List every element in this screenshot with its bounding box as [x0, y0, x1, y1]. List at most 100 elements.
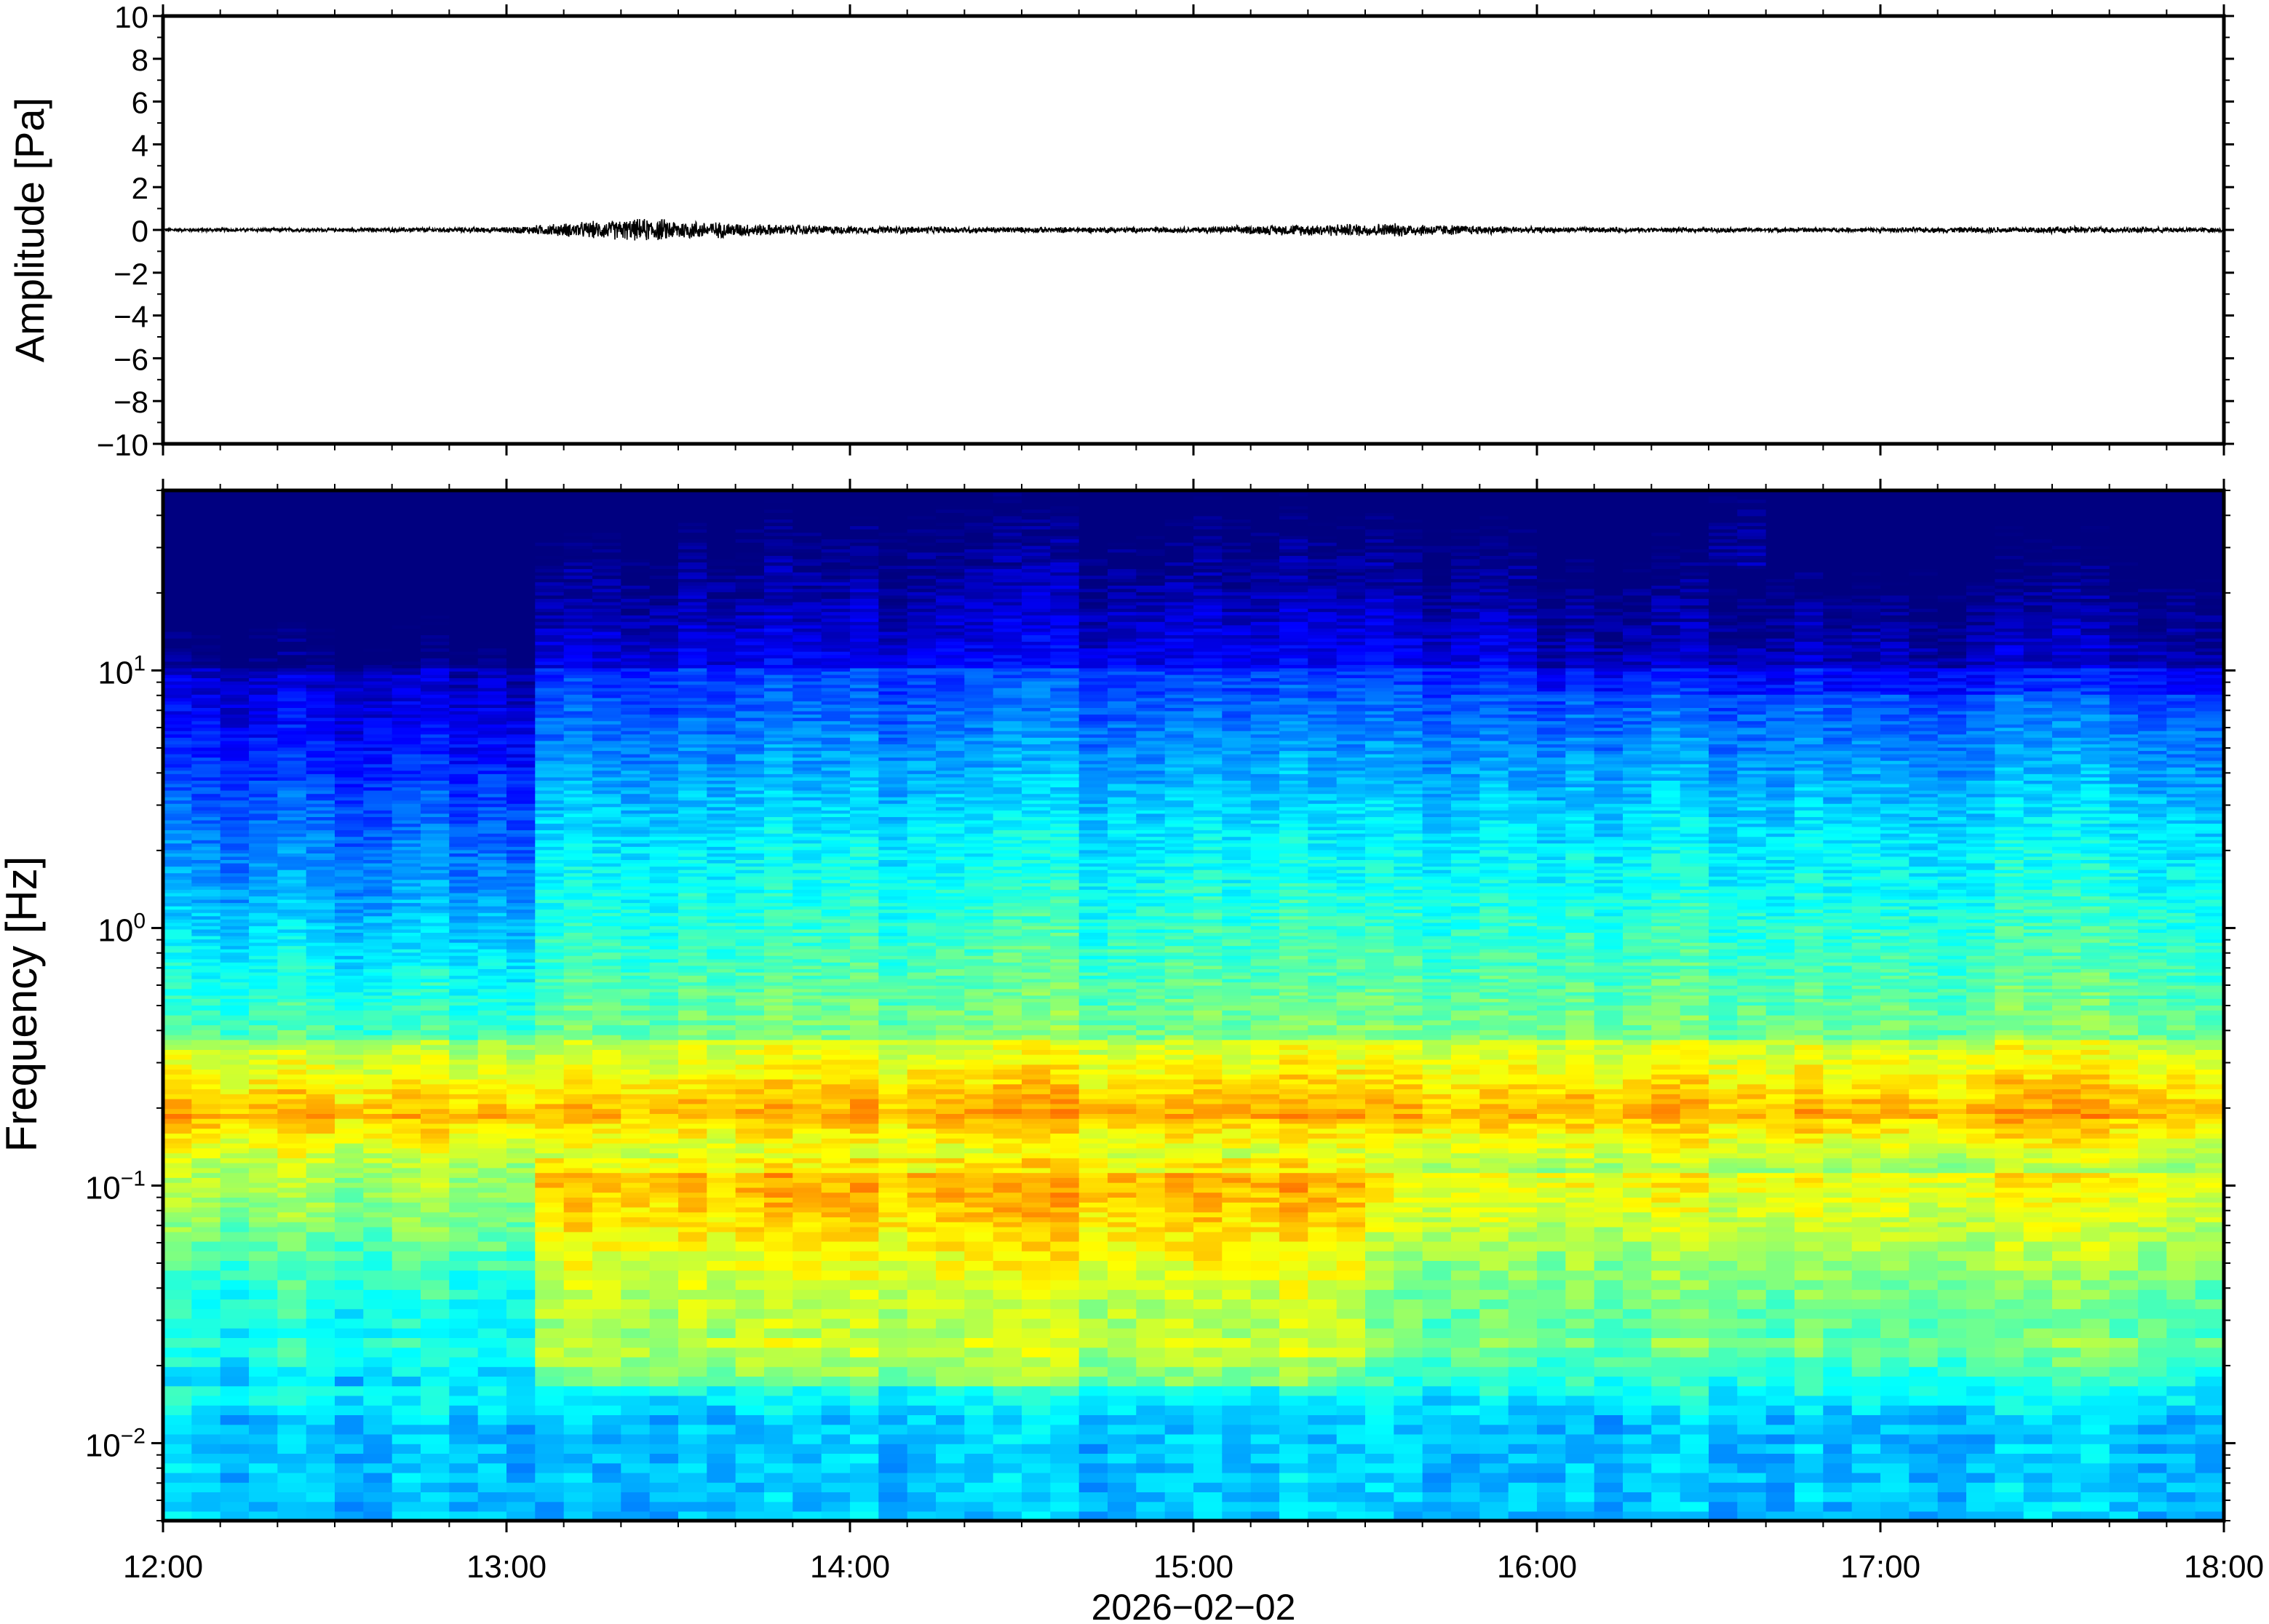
spectrogram-cell: [335, 879, 365, 883]
spectrogram-cell: [363, 780, 393, 784]
spectrogram-cell: [220, 605, 250, 609]
spectrogram-cell: [649, 1279, 679, 1290]
spectrogram-cell: [621, 1482, 651, 1492]
spectrogram-cell: [421, 1074, 450, 1080]
spectrogram-cell: [335, 1030, 365, 1035]
spectrogram-cell: [535, 499, 565, 503]
spectrogram-cell: [735, 1030, 765, 1035]
spectrogram-cell: [563, 800, 593, 804]
spectrogram-cell: [506, 605, 536, 609]
spectrogram-cell: [277, 1014, 307, 1021]
spectrogram-cell: [220, 558, 250, 562]
spectrogram-cell: [163, 982, 193, 986]
spectrogram-cell: [707, 753, 736, 758]
spectrogram-cell: [678, 499, 708, 503]
spectrogram-cell: [649, 1177, 679, 1183]
spectrogram-cell: [249, 661, 279, 665]
spectrogram-cell: [506, 562, 536, 566]
spectrogram-cell: [163, 628, 193, 632]
spectrogram-cell: [363, 694, 393, 698]
spectrogram-cell: [563, 1069, 593, 1075]
spectrogram-cell: [392, 810, 421, 814]
spectrogram-cell: [220, 915, 250, 920]
spectrogram-cell: [735, 1241, 765, 1251]
spectrogram-cell: [335, 803, 365, 808]
spectrogram-cell: [191, 971, 221, 976]
spectrogram-cell: [506, 509, 536, 513]
spectrogram-cell: [249, 555, 279, 560]
spectrogram-cell: [306, 787, 335, 791]
spectrogram-cell: [363, 1260, 393, 1271]
spectrogram-cell: [163, 581, 193, 586]
spectrogram-cell: [735, 998, 765, 1003]
spectrogram-cell: [535, 1299, 565, 1310]
spectrogram-cell: [249, 528, 279, 533]
spectrogram-cell: [191, 1251, 221, 1261]
spectrogram-cell: [163, 568, 193, 573]
spectrogram-cell: [477, 896, 507, 900]
spectrogram-cell: [535, 789, 565, 795]
spectrogram-cell: [163, 829, 193, 834]
spectrogram-cell: [678, 1039, 708, 1046]
spectrogram-cell: [735, 1078, 765, 1085]
spectrogram-cell: [392, 618, 421, 622]
spectrogram-cell: [249, 1231, 279, 1242]
spectrogram-cell: [592, 1482, 622, 1492]
spectrogram-cell: [163, 697, 193, 701]
spectrogram-cell: [191, 1113, 221, 1119]
spectrogram-cell: [535, 1347, 565, 1358]
spectrogram-cell: [563, 992, 593, 996]
spectrogram-cell: [163, 1347, 193, 1358]
spectrogram-cell: [421, 892, 450, 896]
spectrogram-cell: [392, 568, 421, 573]
spectrogram-cell: [306, 840, 335, 844]
spectrogram-cell: [506, 671, 536, 675]
spectrogram-cell: [449, 1211, 479, 1218]
spectrogram-cell: [277, 594, 307, 599]
spectrogram-cell: [335, 995, 365, 999]
spectrogram-cell: [506, 528, 536, 533]
spectrogram-cell: [277, 945, 307, 950]
spectrogram-cell: [421, 998, 450, 1003]
spectrogram-cell: [163, 1395, 193, 1406]
spectrogram-cell: [363, 744, 393, 748]
spectrogram-cell: [220, 859, 250, 864]
spectrogram-cell: [707, 568, 736, 573]
spectrogram-cell: [392, 928, 421, 933]
spectrogram-cell: [592, 1153, 622, 1158]
spectrogram-cell: [449, 1414, 479, 1425]
spectrogram-cell: [306, 1453, 335, 1464]
spectrogram-cell: [163, 962, 193, 966]
spectrogram-cell: [678, 783, 708, 788]
spectrogram-cell: [306, 615, 335, 619]
spectrogram-cell: [592, 949, 622, 953]
spectrogram-cell: [392, 545, 421, 549]
spectrogram-cell: [191, 690, 221, 695]
spectrogram-cell: [163, 856, 193, 860]
spectrogram-cell: [335, 641, 365, 645]
spectrogram-cell: [249, 853, 279, 857]
spectrogram-cell: [277, 641, 307, 645]
spectrogram-cell: [335, 644, 365, 649]
spectrogram-cell: [649, 1108, 679, 1114]
spectrogram-cell: [421, 899, 450, 904]
spectrogram-cell: [449, 1226, 479, 1233]
spectrogram-cell: [277, 1472, 307, 1483]
spectrogram-cell: [506, 1308, 536, 1319]
spectrogram-cell: [535, 568, 565, 573]
spectrogram-cell: [163, 1142, 193, 1149]
spectrogram-cell: [335, 1054, 365, 1060]
spectrogram-cell: [249, 658, 279, 662]
spectrogram-cell: [592, 1366, 622, 1377]
spectrogram-cell: [421, 1366, 450, 1377]
spectrogram-cell: [249, 1128, 279, 1134]
spectrogram-cell: [421, 1356, 450, 1367]
spectrogram-cell: [421, 581, 450, 586]
spectrogram-cell: [535, 1501, 565, 1512]
spectrogram-cell: [707, 651, 736, 656]
spectrogram-cell: [249, 594, 279, 599]
spectrogram-cell: [421, 1414, 450, 1425]
spectrogram-cell: [220, 975, 250, 979]
spectrogram-cell: [363, 773, 393, 778]
spectrogram-cell: [163, 1039, 193, 1046]
